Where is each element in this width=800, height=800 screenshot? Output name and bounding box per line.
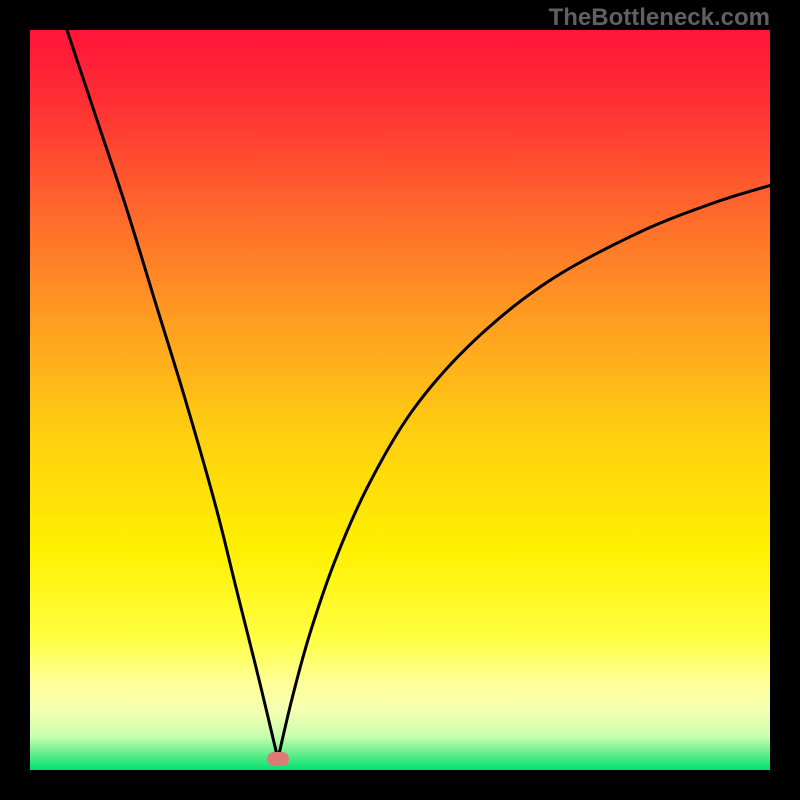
watermark-text: TheBottleneck.com xyxy=(549,4,770,32)
chart-outer-frame: TheBottleneck.com xyxy=(0,0,800,800)
plot-area xyxy=(30,30,770,770)
min-point-marker xyxy=(267,752,289,766)
